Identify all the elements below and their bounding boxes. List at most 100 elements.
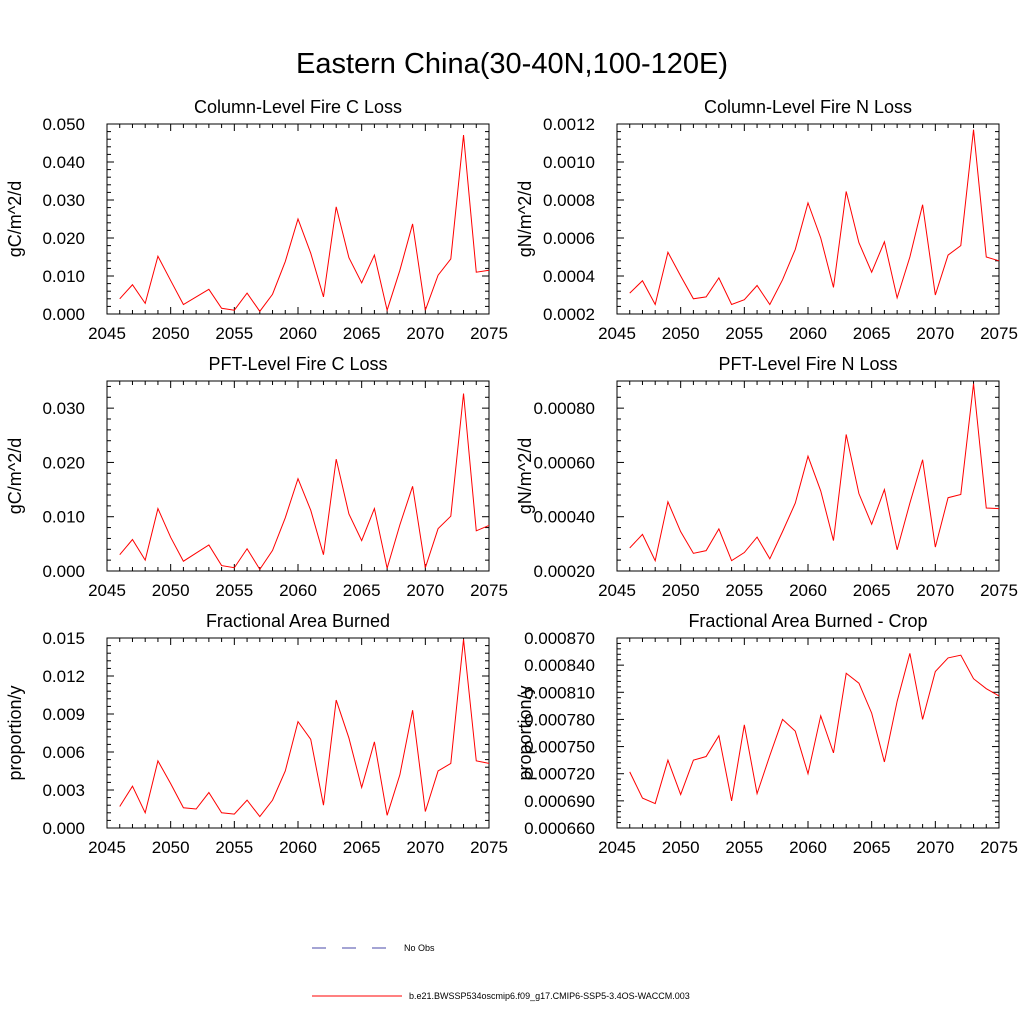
x-tick-label: 2045: [88, 324, 126, 343]
x-tick-label: 2050: [662, 324, 700, 343]
x-tick-label: 2050: [152, 324, 190, 343]
plot-frame: [106, 637, 490, 829]
y-tick-label: 0.030: [42, 191, 85, 210]
panel-title: Column-Level Fire N Loss: [704, 97, 912, 117]
y-tick-label: 0.010: [42, 267, 85, 286]
x-tick-label: 2050: [152, 581, 190, 600]
panel-title: PFT-Level Fire C Loss: [208, 354, 387, 374]
x-tick-label: 2045: [598, 324, 636, 343]
y-tick-label: 0.009: [42, 705, 85, 724]
x-tick-label: 2065: [853, 838, 891, 857]
x-tick-label: 2070: [406, 324, 444, 343]
y-tick-label: 0.000870: [524, 629, 595, 648]
x-tick-label: 2075: [470, 324, 508, 343]
y-tick-label: 0.020: [42, 453, 85, 472]
x-tick-label: 2050: [662, 581, 700, 600]
x-tick-label: 2065: [343, 838, 381, 857]
x-tick-label: 2060: [789, 324, 827, 343]
y-tick-label: 0.0002: [543, 305, 595, 324]
x-tick-label: 2075: [980, 838, 1018, 857]
y-tick-label: 0.000690: [524, 792, 595, 811]
series-line: [629, 653, 1000, 805]
y-tick-label: 0.00060: [534, 453, 595, 472]
series-line: [119, 393, 490, 571]
x-tick-label: 2055: [725, 838, 763, 857]
plot-frame: [616, 637, 1000, 829]
series-line: [629, 383, 1000, 563]
y-tick-label: 0.050: [42, 115, 85, 134]
panel-column-level-fire-c-loss: Column-Level Fire C Loss gC/m^2/d 2045 2050…: [5, 97, 508, 343]
panel-column-level-fire-n-loss: Column-Level Fire N Loss gN/m^2/d 2045 2050…: [515, 97, 1018, 343]
series-line: [629, 129, 1000, 306]
panel-pft-level-fire-n-loss: PFT-Level Fire N Loss gN/m^2/d 2045 2050 205…: [515, 354, 1018, 600]
y-tick-label: 0.020: [42, 229, 85, 248]
y-tick-label: 0.000750: [524, 738, 595, 757]
x-tick-label: 2065: [343, 324, 381, 343]
y-tick-label: 0.0012: [543, 115, 595, 134]
y-tick-label: 0.012: [42, 667, 85, 686]
y-tick-label: 0.040: [42, 153, 85, 172]
y-tick-label: 0.000720: [524, 765, 595, 784]
y-tick-label: 0.0008: [543, 191, 595, 210]
figure-title: Eastern China(30-40N,100-120E): [295, 48, 729, 80]
y-tick-label: 0.000: [42, 819, 85, 838]
plot-frame: [616, 123, 1000, 315]
y-axis-label: proportion/y: [515, 685, 535, 780]
x-tick-label: 2045: [598, 838, 636, 857]
y-axis-label: gC/m^2/d: [5, 181, 25, 257]
x-tick-label: 2055: [725, 324, 763, 343]
panel-title: PFT-Level Fire N Loss: [718, 354, 897, 374]
x-tick-label: 2055: [725, 581, 763, 600]
y-tick-label: 0.003: [42, 781, 85, 800]
x-tick-label: 2070: [406, 838, 444, 857]
x-tick-label: 2075: [980, 324, 1018, 343]
series-line: [119, 134, 490, 313]
x-tick-label: 2060: [279, 581, 317, 600]
x-tick-label: 2050: [152, 838, 190, 857]
y-tick-label: 0.0006: [543, 229, 595, 248]
panel-pft-level-fire-c-loss: PFT-Level Fire C Loss gC/m^2/d 2045 2050 205…: [5, 354, 508, 600]
y-tick-label: 0.00040: [534, 508, 595, 527]
x-tick-label: 2060: [789, 838, 827, 857]
panel-fractional-area-burned-crop: Fractional Area Burned - Crop proportion/…: [515, 611, 1018, 857]
y-tick-label: 0.000: [42, 562, 85, 581]
x-tick-label: 2065: [343, 581, 381, 600]
x-tick-label: 2045: [598, 581, 636, 600]
x-tick-label: 2065: [853, 581, 891, 600]
y-tick-label: 0.000: [42, 305, 85, 324]
x-tick-label: 2075: [470, 838, 508, 857]
x-tick-label: 2055: [215, 581, 253, 600]
x-tick-label: 2060: [279, 838, 317, 857]
y-tick-label: 0.000810: [524, 683, 595, 702]
x-tick-label: 2045: [88, 581, 126, 600]
legend-label-no-obs: No Obs: [404, 943, 435, 953]
y-tick-label: 0.000840: [524, 656, 595, 675]
x-tick-label: 2060: [789, 581, 827, 600]
y-tick-label: 0.00080: [534, 399, 595, 418]
legend-label-model: b.e21.BWSSP534oscmip6.f09_g17.CMIP6-SSP5…: [409, 991, 690, 1001]
panel-title: Fractional Area Burned - Crop: [688, 611, 927, 631]
y-tick-label: 0.015: [42, 629, 85, 648]
series-line: [119, 639, 490, 818]
y-tick-label: 0.006: [42, 743, 85, 762]
y-tick-label: 0.0004: [543, 267, 595, 286]
panel-title: Column-Level Fire C Loss: [194, 97, 402, 117]
y-tick-label: 0.000780: [524, 710, 595, 729]
x-tick-label: 2055: [215, 324, 253, 343]
panel-fractional-area-burned: Fractional Area Burned proportion/y 2045 20…: [5, 611, 508, 857]
x-tick-label: 2065: [853, 324, 891, 343]
x-tick-label: 2045: [88, 838, 126, 857]
y-tick-label: 0.000660: [524, 819, 595, 838]
x-tick-label: 2070: [916, 324, 954, 343]
y-tick-label: 0.0010: [543, 153, 595, 172]
panel-title: Fractional Area Burned: [206, 611, 390, 631]
plot-frame: [616, 380, 1000, 572]
y-tick-label: 0.00020: [534, 562, 595, 581]
y-axis-label: gN/m^2/d: [515, 181, 535, 257]
y-axis-label: gN/m^2/d: [515, 438, 535, 514]
x-tick-label: 2050: [662, 838, 700, 857]
y-axis-label: gC/m^2/d: [5, 438, 25, 514]
x-tick-label: 2075: [470, 581, 508, 600]
y-tick-label: 0.030: [42, 399, 85, 418]
